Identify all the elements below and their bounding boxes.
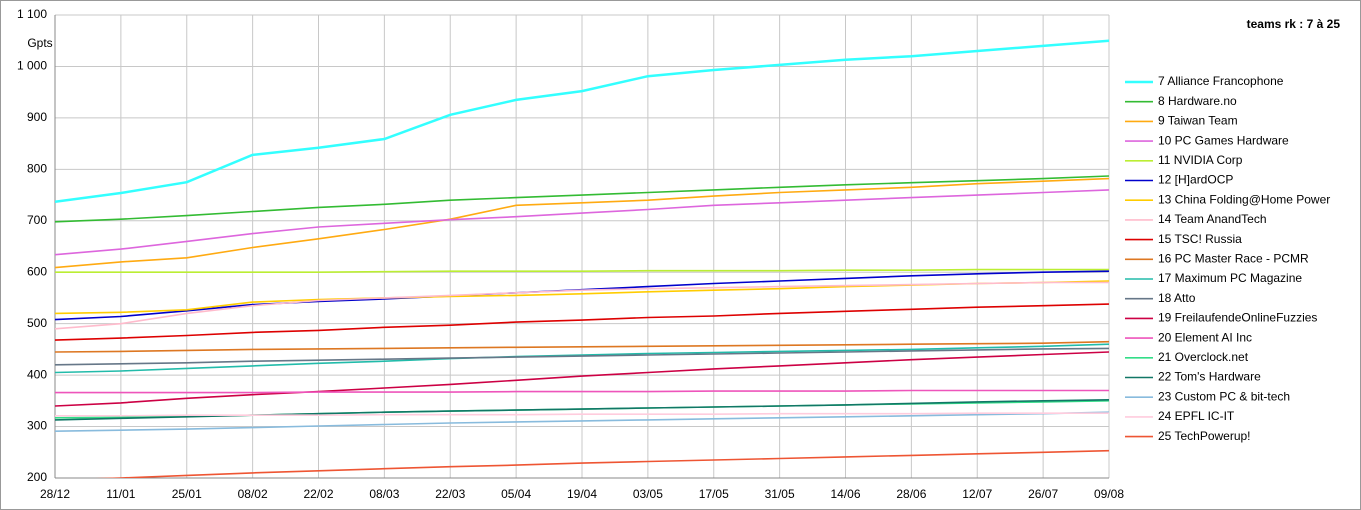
x-tick-label: 14/06 — [830, 487, 860, 501]
legend-label: 7 Alliance Francophone — [1158, 74, 1284, 88]
series-line — [55, 340, 1109, 353]
legend-label: 22 Tom's Hardware — [1158, 370, 1261, 384]
legend-label: 8 Hardware.no — [1158, 94, 1237, 108]
series-line — [55, 189, 1109, 256]
x-tick-label: 22/03 — [435, 487, 465, 501]
legend-label: 16 PC Master Race - PCMR — [1158, 251, 1309, 265]
x-tick-label: 28/06 — [896, 487, 926, 501]
legend-title: teams rk : 7 à 25 — [1247, 17, 1341, 31]
legend-label: 20 Element AI Inc — [1158, 330, 1252, 344]
legend-label: 23 Custom PC & bit-tech — [1158, 389, 1290, 403]
x-tick-label: 31/05 — [765, 487, 795, 501]
x-tick-label: 25/01 — [172, 487, 202, 501]
x-tick-label: 08/02 — [238, 487, 268, 501]
legend-label: 14 Team AnandTech — [1158, 212, 1267, 226]
series-line — [95, 449, 1109, 478]
series-line — [55, 39, 1109, 203]
y-tick-label: 800 — [27, 162, 47, 176]
legend-label: 25 TechPowerup! — [1158, 429, 1251, 443]
series-line — [55, 411, 1109, 432]
x-tick-label: 26/07 — [1028, 487, 1058, 501]
x-tick-label: 22/02 — [303, 487, 333, 501]
x-tick-label: 11/01 — [106, 487, 135, 501]
x-tick-label: 08/03 — [369, 487, 399, 501]
series-line — [55, 389, 1109, 394]
y-tick-label: 600 — [27, 264, 47, 278]
y-tick-label: 1 100 — [17, 7, 47, 21]
y-tick-label: 500 — [27, 316, 47, 330]
y-tick-label: 300 — [27, 419, 47, 433]
x-tick-label: 03/05 — [633, 487, 663, 501]
legend-label: 24 EPFL IC-IT — [1158, 409, 1235, 423]
series-line — [55, 175, 1109, 223]
series-line — [55, 303, 1109, 341]
legend-label: 11 NVIDIA Corp — [1158, 153, 1243, 167]
x-tick-label: 09/08 — [1094, 487, 1124, 501]
series-line — [55, 281, 1109, 330]
legend-label: 12 [H]ardOCP — [1158, 173, 1233, 187]
legend-label: 21 Overclock.net — [1158, 350, 1249, 364]
series-line — [55, 347, 1109, 366]
y-tick-label: 200 — [27, 470, 47, 484]
y-tick-label: 700 — [27, 213, 47, 227]
y-tick-label: 1 000 — [17, 59, 47, 73]
x-tick-label: 17/05 — [699, 487, 729, 501]
series-line — [55, 351, 1109, 407]
x-tick-label: 19/04 — [567, 487, 597, 501]
legend-label: 19 FreilaufendeOnlineFuzzies — [1158, 311, 1317, 325]
series-line — [55, 343, 1109, 374]
legend-label: 13 China Folding@Home Power — [1158, 192, 1330, 206]
y-tick-label: 400 — [27, 367, 47, 381]
series-line — [55, 177, 1109, 269]
series-line — [55, 268, 1109, 273]
x-tick-label: 05/04 — [501, 487, 531, 501]
legend-label: 18 Atto — [1158, 291, 1196, 305]
x-tick-label: 12/07 — [962, 487, 992, 501]
legend-label: 15 TSC! Russia — [1158, 232, 1242, 246]
y-axis-label: Gpts — [27, 36, 52, 50]
series-line — [55, 412, 1109, 417]
plot-area — [55, 39, 1109, 478]
legend-label: 10 PC Games Hardware — [1158, 133, 1289, 147]
legend-label: 9 Taiwan Team — [1158, 114, 1238, 128]
x-tick-label: 28/12 — [40, 487, 70, 501]
legend-label: 17 Maximum PC Magazine — [1158, 271, 1302, 285]
y-tick-label: 900 — [27, 110, 47, 124]
